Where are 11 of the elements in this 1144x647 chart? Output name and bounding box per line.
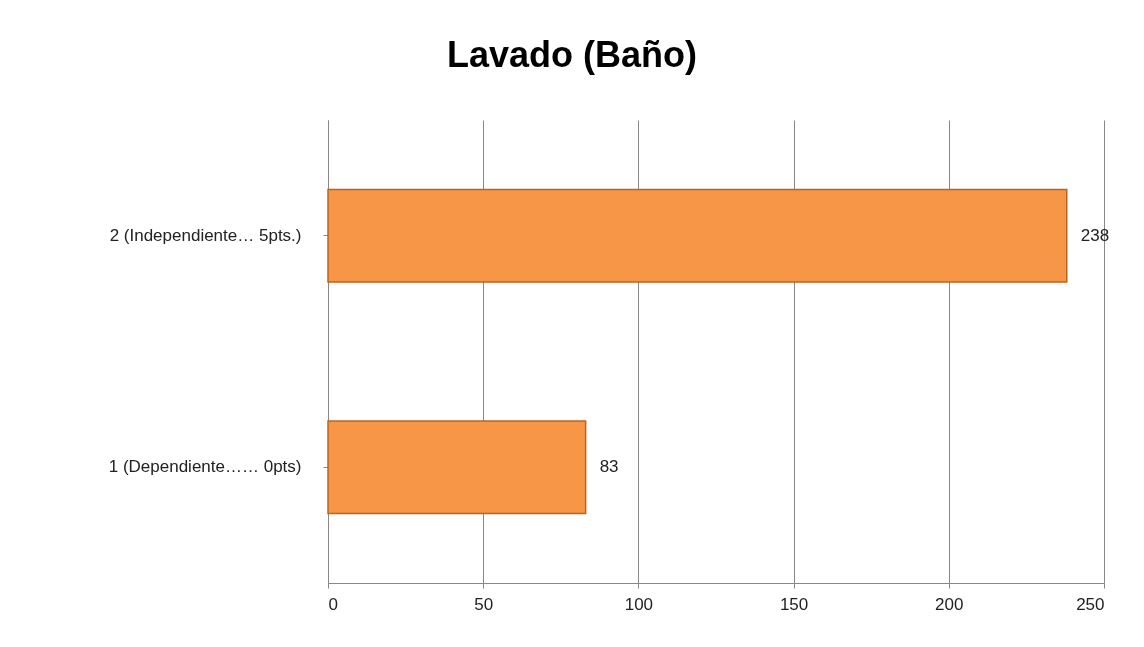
x-tick-label: 0: [328, 594, 338, 614]
data-label: 83: [599, 457, 619, 477]
x-tick-label: 100: [624, 594, 654, 614]
chart-title: Lavado (Baño): [446, 34, 698, 75]
x-tick-label: 50: [474, 594, 494, 614]
x-tick-label: 200: [935, 594, 964, 614]
y-tick-label: 2 (Independiente… 5pts.): [109, 225, 302, 245]
x-tick-label: 150: [779, 594, 809, 614]
data-label: 238: [1080, 225, 1110, 245]
x-tick-label: 250: [1076, 594, 1105, 614]
y-tick-label: 1 (Dependiente…… 0pts): [108, 457, 302, 477]
